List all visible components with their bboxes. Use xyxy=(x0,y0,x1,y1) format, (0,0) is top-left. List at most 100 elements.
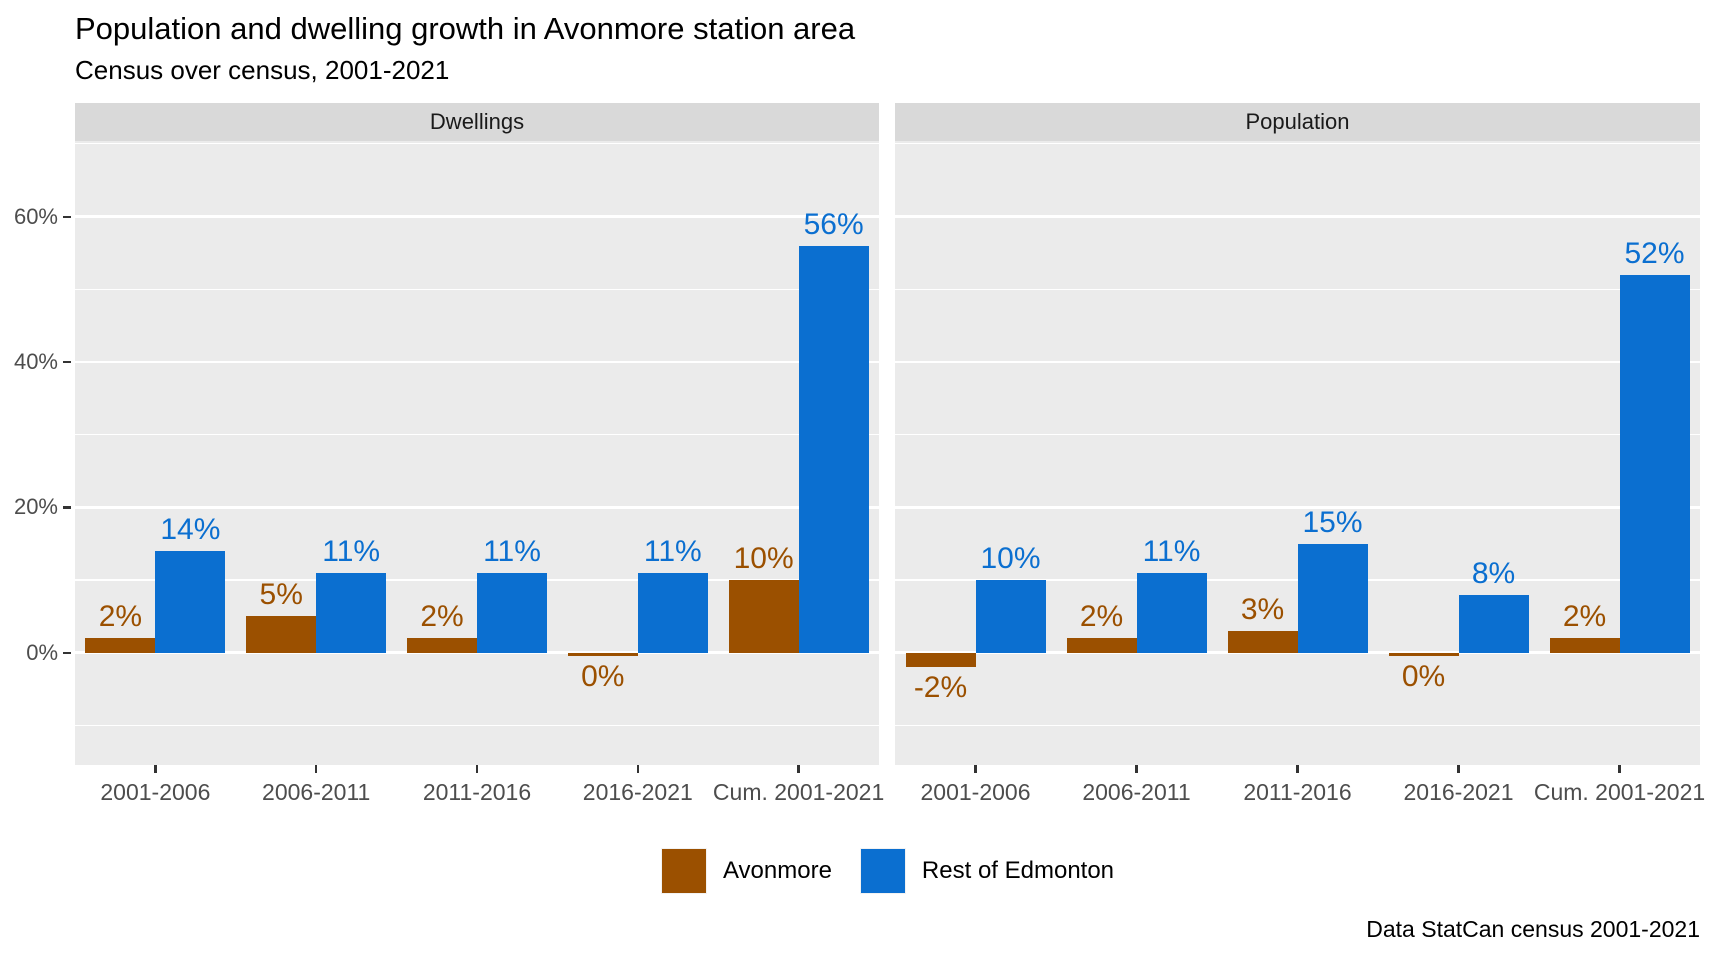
x-tick-label-population-2001-2006: 2001-2006 xyxy=(920,779,1031,805)
x-tick-mark-population-2001-2006 xyxy=(974,765,977,773)
bar-population-avonmore-2016-2021 xyxy=(1388,652,1459,656)
bar-label-population-avonmore-2006-2011: 2% xyxy=(1079,600,1124,634)
bar-dwellings-rest-of-edmonton-2016-2021 xyxy=(637,572,708,653)
gridline-major-40 xyxy=(895,360,1700,364)
facet-strip-label-population: Population xyxy=(1245,109,1350,134)
bar-population-rest-of-edmonton-2001-2006 xyxy=(975,580,1046,653)
x-tick-label-population-2016-2021: 2016-2021 xyxy=(1403,779,1514,805)
gridline-minor-50 xyxy=(895,288,1700,290)
gridline-major-40 xyxy=(75,360,879,364)
bar-dwellings-avonmore-cum-2001-2021 xyxy=(728,580,799,653)
bar-label-dwellings-rest-of-edmonton-2001-2006: 14% xyxy=(160,512,221,546)
x-tick-mark-population-2011-2016 xyxy=(1296,765,1299,773)
x-tick-label-dwellings-2016-2021: 2016-2021 xyxy=(582,779,693,805)
legend-swatch-avonmore xyxy=(661,849,706,893)
bar-label-dwellings-avonmore-2006-2011: 5% xyxy=(259,578,303,612)
bar-label-population-rest-of-edmonton-2011-2016: 15% xyxy=(1302,505,1363,539)
y-tick-label-20: 20% xyxy=(13,494,58,520)
bar-label-population-rest-of-edmonton-2001-2006: 10% xyxy=(980,542,1041,575)
bar-population-avonmore-2011-2016 xyxy=(1227,630,1298,653)
y-tick-mark-60 xyxy=(63,215,71,218)
bar-dwellings-avonmore-2006-2011 xyxy=(246,616,317,653)
gridline-minor-30 xyxy=(75,433,879,436)
chart-title: Population and dwelling growth in Avonmo… xyxy=(75,11,856,46)
chart-subtitle: Census over census, 2001-2021 xyxy=(75,55,450,85)
x-tick-label-population-cum-2001-2021: Cum. 2001-2021 xyxy=(1533,779,1706,805)
x-tick-mark-population-cum-2001-2021 xyxy=(1618,765,1621,773)
bar-label-dwellings-avonmore-2001-2006: 2% xyxy=(98,600,143,634)
bar-label-dwellings-rest-of-edmonton-2011-2016: 11% xyxy=(483,534,541,568)
gridline-minor-70 xyxy=(895,143,1700,145)
legend-item-rest-of-edmonton: Rest of Edmonton xyxy=(859,848,1115,894)
bar-label-dwellings-avonmore-2011-2016: 2% xyxy=(420,600,464,634)
bar-dwellings-rest-of-edmonton-2006-2011 xyxy=(316,572,387,653)
facet-strip-dwellings: Dwellings xyxy=(75,103,879,141)
gridline-minor--10 xyxy=(75,724,879,727)
legend-label-rest-of-edmonton: Rest of Edmonton xyxy=(921,857,1115,884)
bar-population-rest-of-edmonton-2006-2011 xyxy=(1136,572,1207,653)
gridline-minor-30 xyxy=(895,433,1700,436)
bar-label-dwellings-avonmore-2016-2021: 0% xyxy=(581,659,625,693)
panel-dwellings: 2% 14% 5% 11% 2% 11% 0% 11% 10% 56% xyxy=(75,141,879,765)
bar-label-dwellings-rest-of-edmonton-2016-2021: 11% xyxy=(643,534,702,568)
gridline-minor--10 xyxy=(895,724,1700,727)
x-tick-mark-dwellings-2016-2021 xyxy=(636,765,640,773)
bar-label-population-avonmore-2001-2006: -2% xyxy=(913,671,968,705)
gridline-minor-70 xyxy=(75,143,879,145)
bar-label-population-rest-of-edmonton-cum-2001-2021: 52% xyxy=(1624,236,1685,270)
y-tick-mark-20 xyxy=(63,506,71,509)
bar-population-rest-of-edmonton-cum-2001-2021 xyxy=(1619,274,1690,653)
bar-population-rest-of-edmonton-2011-2016 xyxy=(1297,543,1368,653)
legend-label-avonmore: Avonmore xyxy=(722,857,832,884)
x-tick-mark-population-2006-2011 xyxy=(1135,765,1138,773)
legend: Avonmore Rest of Edmonton xyxy=(75,845,1700,897)
bar-label-dwellings-rest-of-edmonton-cum-2001-2021: 56% xyxy=(803,207,864,241)
bar-label-population-avonmore-2016-2021: 0% xyxy=(1401,659,1446,693)
chart-caption: Data StatCan census 2001-2021 xyxy=(1366,916,1700,942)
gridline-minor-50 xyxy=(75,288,879,290)
gridline-major-20 xyxy=(75,506,879,509)
bar-population-avonmore-2006-2011 xyxy=(1066,638,1137,653)
x-tick-mark-dwellings-2006-2011 xyxy=(314,765,318,773)
bar-label-dwellings-avonmore-cum-2001-2021: 10% xyxy=(733,542,794,575)
bar-dwellings-rest-of-edmonton-cum-2001-2021 xyxy=(798,245,869,653)
legend-swatch-rest-of-edmonton xyxy=(860,849,905,893)
x-tick-label-dwellings-2001-2006: 2001-2006 xyxy=(100,779,211,805)
x-tick-label-population-2011-2016: 2011-2016 xyxy=(1243,779,1352,805)
bar-dwellings-rest-of-edmonton-2011-2016 xyxy=(477,572,547,653)
y-tick-label-60: 60% xyxy=(13,203,58,229)
y-tick-label-0: 0% xyxy=(26,639,58,665)
x-tick-mark-population-2016-2021 xyxy=(1457,765,1460,773)
gridline-major-0 xyxy=(75,651,879,654)
legend-key-rest-of-edmonton xyxy=(859,848,906,894)
x-tick-label-dwellings-cum-2001-2021: Cum. 2001-2021 xyxy=(712,779,885,805)
gridline-major-0 xyxy=(895,651,1700,654)
x-tick-mark-dwellings-2011-2016 xyxy=(475,765,479,773)
bar-label-dwellings-rest-of-edmonton-2006-2011: 11% xyxy=(322,534,381,568)
legend-key-avonmore xyxy=(660,848,707,894)
y-tick-mark-0 xyxy=(63,651,71,655)
bar-label-population-avonmore-cum-2001-2021: 2% xyxy=(1562,600,1607,634)
bar-label-population-rest-of-edmonton-2016-2021: 8% xyxy=(1471,556,1516,590)
gridline-major-60 xyxy=(895,215,1700,218)
x-tick-label-dwellings-2011-2016: 2011-2016 xyxy=(422,779,532,805)
legend-item-avonmore: Avonmore xyxy=(660,848,832,894)
bar-dwellings-avonmore-2016-2021 xyxy=(567,652,638,656)
gridline-major-60 xyxy=(75,215,879,218)
panel-population: -2% 10% 2% 11% 3% 15% 0% 8% 2% 52% xyxy=(895,141,1700,765)
x-tick-label-dwellings-2006-2011: 2006-2011 xyxy=(262,779,371,805)
bar-population-rest-of-edmonton-2016-2021 xyxy=(1458,594,1529,653)
bar-label-population-rest-of-edmonton-2006-2011: 11% xyxy=(1142,534,1201,568)
y-tick-mark-40 xyxy=(63,360,71,364)
facet-strip-population: Population xyxy=(895,103,1700,141)
facet-strip-label-dwellings: Dwellings xyxy=(429,109,525,134)
bar-population-avonmore-2001-2006 xyxy=(905,652,976,668)
y-tick-label-40: 40% xyxy=(13,348,58,374)
x-tick-mark-dwellings-cum-2001-2021 xyxy=(797,765,800,773)
x-tick-label-population-2006-2011: 2006-2011 xyxy=(1082,779,1191,805)
bar-dwellings-avonmore-2011-2016 xyxy=(407,638,477,653)
gridline-major-20 xyxy=(895,506,1700,509)
bar-label-population-avonmore-2011-2016: 3% xyxy=(1240,592,1285,626)
bar-population-avonmore-cum-2001-2021 xyxy=(1549,638,1620,653)
